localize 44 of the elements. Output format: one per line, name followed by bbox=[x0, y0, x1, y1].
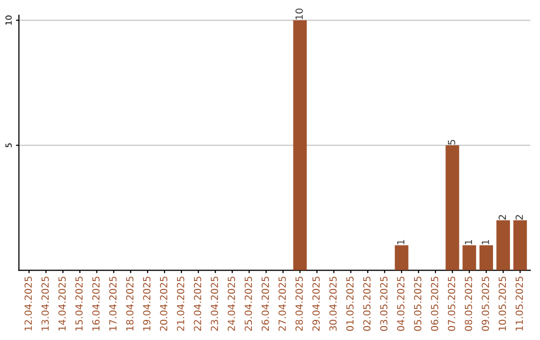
x-tick-label: 27.04.2025 bbox=[278, 276, 286, 331]
bar bbox=[394, 245, 408, 270]
x-tick-label: 10.05.2025 bbox=[498, 276, 506, 330]
x-tick-label: 12.04.2025 bbox=[24, 276, 32, 330]
bar bbox=[479, 245, 494, 270]
x-tick-label: 28.04.2025 bbox=[295, 276, 303, 331]
x-tick-label: 23.04.2025 bbox=[210, 276, 218, 331]
x-tick-label: 20.04.2025 bbox=[160, 276, 168, 331]
x-tick-label: 07.05.2025 bbox=[448, 276, 456, 331]
data-label: 1 bbox=[482, 240, 489, 244]
data-label: 1 bbox=[397, 240, 404, 244]
x-tick-label: 30.04.2025 bbox=[329, 276, 337, 331]
x-tick-label: 05.05.2025 bbox=[414, 276, 422, 331]
bar bbox=[446, 145, 460, 270]
x-tick-label: 22.04.2025 bbox=[194, 276, 202, 331]
x-tick-label: 21.04.2025 bbox=[176, 276, 184, 331]
x-tick-label: 18.04.2025 bbox=[126, 276, 134, 330]
bar bbox=[513, 220, 527, 270]
x-tick-label: 06.05.2025 bbox=[430, 276, 438, 331]
x-tick-label: 04.05.2025 bbox=[397, 276, 404, 331]
x-tick-label: 19.04.2025 bbox=[143, 276, 150, 330]
x-tick-label: 15.04.2025 bbox=[75, 276, 83, 330]
x-tick-label: 03.05.2025 bbox=[380, 276, 388, 331]
x-tick-label: 13.04.2025 bbox=[41, 276, 49, 330]
x-tick-label: 09.05.2025 bbox=[482, 276, 490, 331]
x-tick-label: 16.04.2025 bbox=[92, 276, 100, 330]
x-tick-label: 02.05.2025 bbox=[363, 276, 371, 331]
x-tick-label: 14.04.2025 bbox=[58, 276, 66, 330]
x-tick-label: 26.04.2025 bbox=[262, 276, 269, 331]
x-tick-label: 25.04.2025 bbox=[244, 276, 252, 331]
x-tick-label: 01.05.2025 bbox=[346, 276, 354, 331]
x-tick-label: 29.04.2025 bbox=[312, 276, 320, 331]
bar bbox=[462, 245, 476, 270]
x-tick-label: 17.04.2025 bbox=[109, 276, 117, 330]
data-label: 5 bbox=[448, 140, 456, 145]
bar bbox=[496, 220, 510, 270]
bar bbox=[293, 20, 307, 270]
x-tick-label: 08.05.2025 bbox=[464, 276, 472, 331]
data-label: 1 bbox=[464, 240, 472, 244]
data-label: 2 bbox=[516, 215, 523, 220]
x-tick-label: 11.05.2025 bbox=[516, 276, 523, 330]
data-label: 10 bbox=[295, 8, 303, 20]
x-tick-label: 24.04.2025 bbox=[228, 276, 236, 331]
data-label: 2 bbox=[498, 215, 506, 220]
